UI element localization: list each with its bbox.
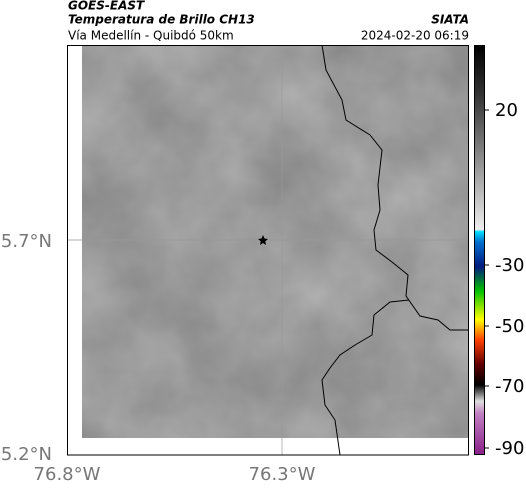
- colorbar: 20 -30 -50 -70 -90: [474, 45, 524, 459]
- colorbar-ticks: [484, 109, 489, 449]
- border: [321, 299, 410, 456]
- source: SIATA: [431, 13, 469, 27]
- y-tick-label: 5.2°N: [1, 444, 52, 465]
- x-tick-label: 76.8°W: [34, 464, 101, 485]
- location-marker: [258, 235, 268, 245]
- product: GOES-EAST: [68, 0, 145, 13]
- colorbar-scale: [474, 45, 485, 455]
- frame: [67, 45, 469, 456]
- cloud-field: [82, 45, 469, 438]
- colorbar-label: -50: [495, 316, 524, 337]
- subtitle: Vía Medellín - Quibdó 50km: [68, 29, 234, 43]
- colorbar-label: 20: [495, 100, 518, 121]
- colorbar-label: -70: [495, 376, 524, 397]
- colorbar-label: -30: [495, 255, 524, 276]
- timestamp: 2024-02-20 06:19: [361, 29, 469, 43]
- x-tick-label: 76.3°W: [249, 464, 316, 485]
- map: [67, 44, 469, 456]
- colorbar-label: -90: [495, 438, 524, 459]
- border: [321, 44, 469, 331]
- title: Temperatura de Brillo CH13: [68, 13, 255, 27]
- y-tick-label: 5.7°N: [1, 231, 52, 252]
